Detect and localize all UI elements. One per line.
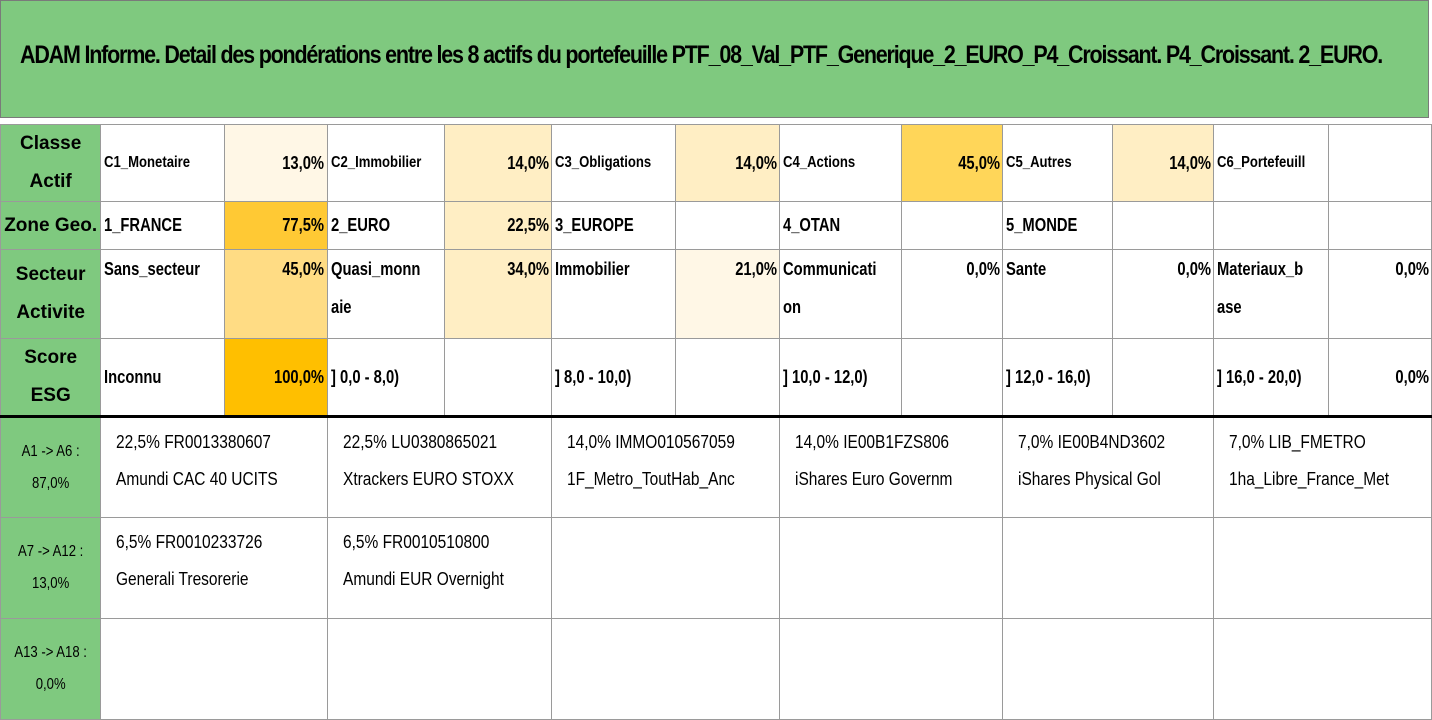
asset-cell: 7,0% LIB_FMETRO 1ha_Libre_France_Met bbox=[1213, 415, 1432, 518]
cell-label: C5_Autres bbox=[1002, 124, 1114, 202]
cell-label bbox=[1213, 201, 1330, 250]
asset-cell bbox=[1002, 618, 1215, 720]
cell-pct: 22,5% bbox=[443, 201, 553, 250]
cell-label: Sans_secteur bbox=[100, 249, 226, 339]
cell-pct bbox=[1112, 338, 1215, 417]
cell-label: Inconnu bbox=[100, 338, 226, 417]
cell-pct bbox=[900, 201, 1004, 250]
asset-cell bbox=[100, 618, 328, 720]
cell-pct: 13,0% bbox=[224, 124, 328, 202]
asset-cell: 6,5% FR0010233726 Generali Tresorerie bbox=[100, 517, 328, 619]
cell-pct: 0,0% bbox=[1328, 338, 1432, 417]
cell-pct: 45,0% bbox=[224, 249, 328, 339]
cell-pct: 14,0% bbox=[443, 124, 553, 202]
asset-cell bbox=[551, 618, 781, 720]
cell-pct bbox=[1112, 201, 1215, 250]
cell-pct: 34,0% bbox=[443, 249, 553, 339]
row-secteur-activite: Secteur Activite Sans_secteur 45,0% Quas… bbox=[0, 249, 1432, 339]
cell-pct bbox=[900, 338, 1004, 417]
cell-label: C1_Monetaire bbox=[100, 124, 226, 202]
cell-label: C2_Immobilier bbox=[326, 124, 445, 202]
asset-group-header: A1 -> A6 : 87,0% bbox=[0, 415, 102, 518]
cell-label: 4_OTAN bbox=[779, 201, 902, 250]
asset-cell: 7,0% IE00B4ND3602 iShares Physical Gol bbox=[1002, 415, 1215, 518]
cell-label: Sante bbox=[1002, 249, 1114, 339]
cell-pct bbox=[675, 338, 781, 417]
cell-label: ] 8,0 - 10,0) bbox=[551, 338, 677, 417]
cell-label: 5_MONDE bbox=[1002, 201, 1114, 250]
row-zone-geo: Zone Geo. 1_FRANCE 77,5% 2_EURO 22,5% 3_… bbox=[0, 201, 1432, 250]
asset-cell: 14,0% IE00B1FZS806 iShares Euro Governm bbox=[779, 415, 1004, 518]
cell-pct: 21,0% bbox=[675, 249, 781, 339]
cell-label: Materiaux_b ase bbox=[1213, 249, 1330, 339]
cell-pct: 0,0% bbox=[1328, 249, 1432, 339]
asset-row-a13-a18: A13 -> A18 : 0,0% bbox=[0, 618, 1432, 720]
cell-label: ] 12,0 - 16,0) bbox=[1002, 338, 1114, 417]
asset-row-a1-a6: A1 -> A6 : 87,0% 22,5% FR0013380607 Amund… bbox=[0, 415, 1432, 518]
cell-label: 2_EURO bbox=[326, 201, 445, 250]
row-header: Secteur Activite bbox=[0, 249, 102, 339]
cell-label: C3_Obligations bbox=[551, 124, 677, 202]
cell-pct: 77,5% bbox=[224, 201, 328, 250]
row-header: Score ESG bbox=[0, 338, 102, 417]
row-classe-actif: Classe Actif C1_Monetaire 13,0% C2_Immob… bbox=[0, 124, 1432, 202]
cell-pct: 0,0% bbox=[1112, 249, 1215, 339]
cell-pct bbox=[443, 338, 553, 417]
cell-pct bbox=[1328, 201, 1432, 250]
cell-label: ] 10,0 - 12,0) bbox=[779, 338, 902, 417]
row-header: Classe Actif bbox=[0, 124, 102, 202]
cell-pct: 45,0% bbox=[900, 124, 1004, 202]
asset-cell: 22,5% FR0013380607 Amundi CAC 40 UCITS bbox=[100, 415, 328, 518]
cell-label: Quasi_monn aie bbox=[326, 249, 445, 339]
cell-pct: 0,0% bbox=[900, 249, 1004, 339]
cell-pct bbox=[1328, 124, 1432, 202]
asset-cell bbox=[1213, 618, 1432, 720]
cell-label: Communicati on bbox=[779, 249, 902, 339]
asset-group-header: A13 -> A18 : 0,0% bbox=[0, 618, 102, 720]
cell-label: C6_Portefeuill bbox=[1213, 124, 1330, 202]
asset-cell bbox=[779, 618, 1004, 720]
asset-cell: 6,5% FR0010510800 Amundi EUR Overnight bbox=[326, 517, 553, 619]
asset-row-a7-a12: A7 -> A12 : 13,0% 6,5% FR0010233726 Gener… bbox=[0, 517, 1432, 619]
row-score-esg: Score ESG Inconnu 100,0% ] 0,0 - 8,0) ] … bbox=[0, 338, 1432, 417]
cell-pct: 14,0% bbox=[1112, 124, 1215, 202]
row-header: Zone Geo. bbox=[0, 201, 102, 250]
asset-cell bbox=[1002, 517, 1215, 619]
cell-label: ] 0,0 - 8,0) bbox=[326, 338, 445, 417]
cell-label: C4_Actions bbox=[779, 124, 902, 202]
asset-cell bbox=[551, 517, 781, 619]
cell-pct: 100,0% bbox=[224, 338, 328, 417]
cell-label: ] 16,0 - 20,0) bbox=[1213, 338, 1330, 417]
cell-label: 1_FRANCE bbox=[100, 201, 226, 250]
asset-cell: 14,0% IMMO010567059 1F_Metro_ToutHab_Anc bbox=[551, 415, 781, 518]
page-title: ADAM Informe. Detail des pondérations en… bbox=[20, 41, 1383, 69]
title-bar: ADAM Informe. Detail des pondérations en… bbox=[0, 0, 1429, 118]
asset-cell bbox=[1213, 517, 1432, 619]
cell-pct bbox=[675, 201, 781, 250]
asset-cell: 22,5% LU0380865021 Xtrackers EURO STOXX bbox=[326, 415, 553, 518]
cell-label: Immobilier bbox=[551, 249, 677, 339]
cell-pct: 14,0% bbox=[675, 124, 781, 202]
asset-cell bbox=[779, 517, 1004, 619]
asset-group-header: A7 -> A12 : 13,0% bbox=[0, 517, 102, 619]
weights-table: Classe Actif C1_Monetaire 13,0% C2_Immob… bbox=[0, 124, 1432, 720]
cell-label: 3_EUROPE bbox=[551, 201, 677, 250]
asset-cell bbox=[326, 618, 553, 720]
